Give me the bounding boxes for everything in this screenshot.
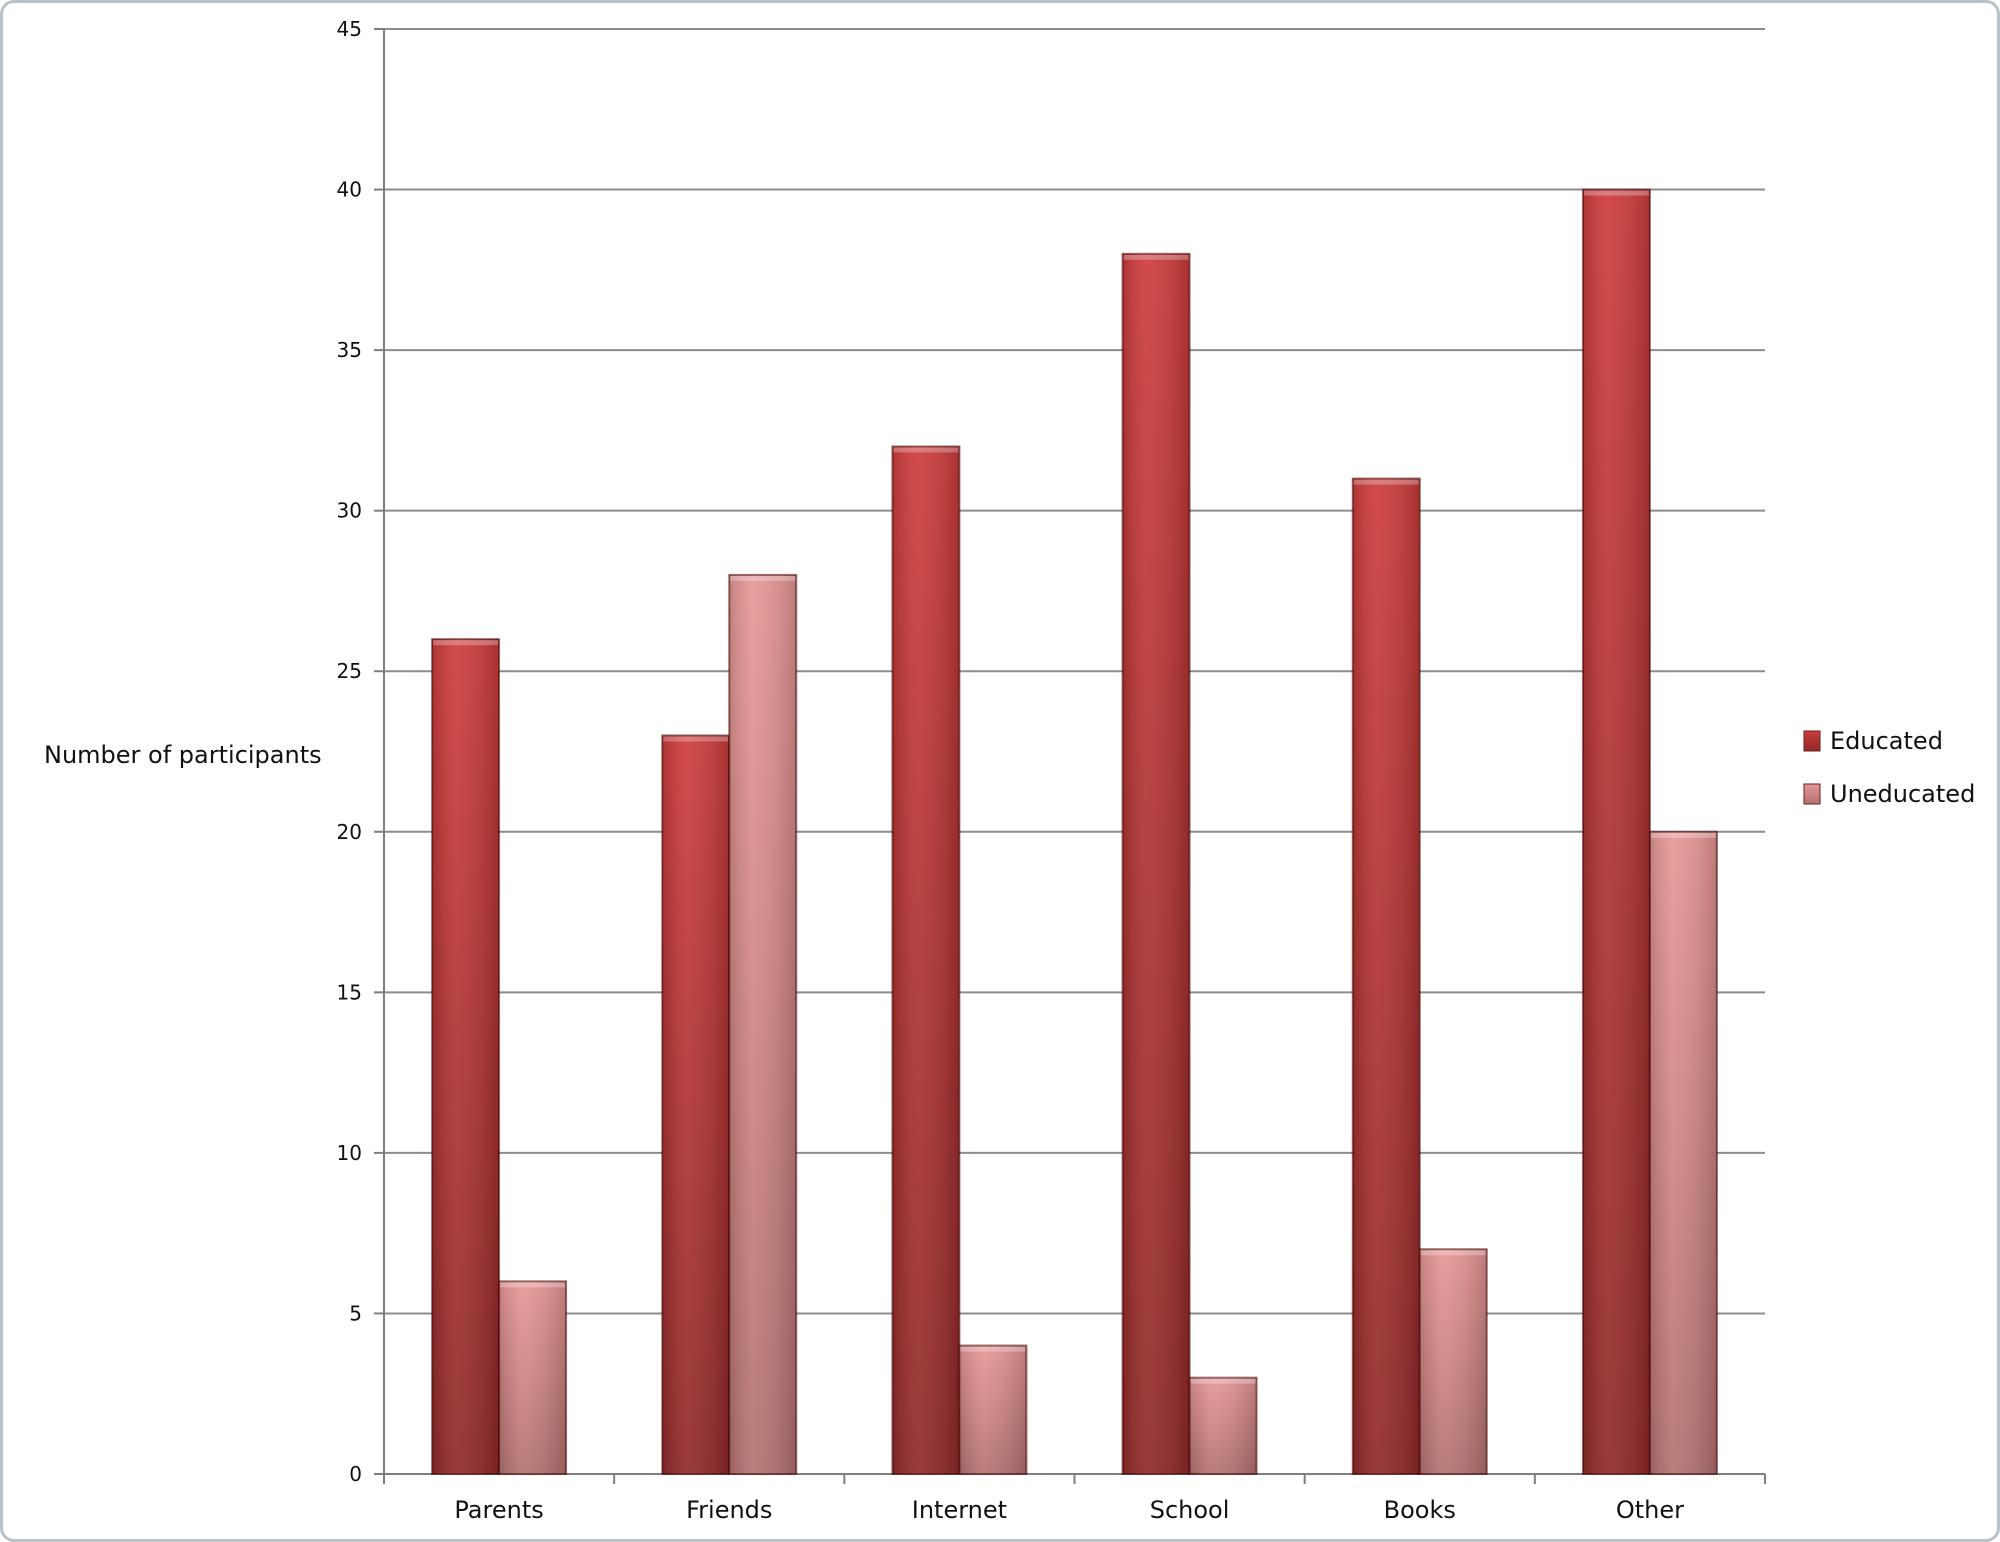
x-tick-label: Friends [686, 1496, 772, 1524]
bar-bevel [1650, 832, 1716, 838]
legend: Educated Uneducated [1803, 727, 1975, 808]
x-tick-label: School [1150, 1496, 1230, 1524]
axes [374, 28, 1766, 1484]
bar-bevel [1353, 479, 1419, 485]
bar-shading [959, 1345, 1027, 1474]
y-tick-label: 0 [349, 1462, 362, 1486]
bar-shading [1649, 831, 1717, 1474]
y-tick-label: 10 [337, 1141, 362, 1165]
gridlines [384, 28, 1765, 1315]
legend-label-uneducated: Uneducated [1830, 780, 1975, 808]
bars [431, 188, 1718, 1476]
legend-label-educated: Educated [1830, 727, 1943, 755]
bar-shading [729, 574, 797, 1474]
y-tick-label: 20 [337, 820, 362, 844]
bar-bevel [730, 575, 796, 581]
bar-shading [1352, 478, 1420, 1474]
tick-labels: 0 5 10 15 20 25 30 35 40 45 Parents Friends Internet… [337, 17, 1685, 1524]
bar-shading [662, 735, 730, 1474]
legend-swatch-uneducated [1803, 783, 1821, 805]
x-tick-label: Internet [912, 1496, 1007, 1524]
bar-bevel [1123, 254, 1189, 260]
y-tick-label: 45 [337, 17, 362, 41]
bar-bevel [1190, 1378, 1256, 1384]
y-tick-label: 30 [337, 499, 362, 523]
y-tick-label: 25 [337, 659, 362, 683]
bar-bevel [960, 1346, 1026, 1352]
bar-shading [1419, 1249, 1487, 1474]
x-tick-label: Books [1384, 1496, 1456, 1524]
bar-bevel [1420, 1250, 1486, 1256]
y-tick-label: 40 [337, 178, 362, 202]
bar-chart: 0 5 10 15 20 25 30 35 40 45 Parents Friends Internet… [44, 17, 1975, 1524]
bar-bevel [500, 1282, 566, 1288]
bar-bevel [1583, 190, 1649, 196]
y-tick-label: 15 [337, 980, 362, 1004]
bar-bevel [663, 736, 729, 742]
y-tick-label: 5 [349, 1301, 362, 1325]
bar-shading [1189, 1377, 1257, 1474]
bar-shading [499, 1281, 567, 1474]
bar-shading [892, 446, 960, 1474]
bar-bevel [893, 447, 959, 453]
legend-swatch-educated [1803, 730, 1821, 752]
y-tick-label: 35 [337, 338, 362, 362]
x-tick-label: Parents [454, 1496, 543, 1524]
y-axis-title: Number of participants [44, 741, 322, 769]
bar-shading [1122, 253, 1190, 1474]
bar-shading [432, 639, 500, 1474]
bar-bevel [433, 640, 499, 646]
bar-shading [1582, 189, 1650, 1475]
x-tick-label: Other [1616, 1496, 1684, 1524]
